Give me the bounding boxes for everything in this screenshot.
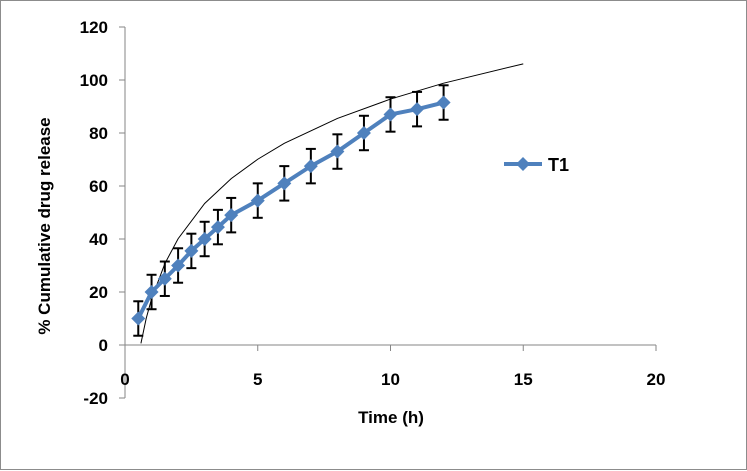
y-tick-labels: -20 0 20 40 60 80 100 120	[80, 18, 108, 408]
x-tick-labels: 0 5 10 15 20	[120, 370, 665, 389]
x-tick-label: 10	[381, 370, 400, 389]
data-point	[303, 159, 318, 174]
series-t1	[131, 84, 451, 337]
y-tick-label: 120	[80, 18, 108, 37]
y-tick-label: 40	[89, 230, 108, 249]
data-point	[330, 144, 345, 159]
log-trendline	[140, 63, 524, 344]
data-point	[171, 258, 186, 273]
trendline	[140, 63, 524, 344]
data-point	[197, 232, 212, 246]
legend-label-t1: T1	[548, 155, 569, 175]
data-point	[383, 107, 398, 122]
data-point	[410, 102, 425, 117]
y-tick-label: 20	[89, 283, 108, 302]
y-tick-label: 100	[80, 71, 108, 90]
x-axis-title: Time (h)	[358, 408, 424, 427]
x-tick-label: 15	[514, 370, 533, 389]
data-point	[250, 193, 265, 208]
y-tick-label: 60	[89, 177, 108, 196]
legend: T1	[504, 155, 569, 175]
x-tick-label: 0	[120, 370, 129, 389]
y-tick-label: 0	[99, 336, 108, 355]
series-line	[136, 100, 445, 320]
data-point	[144, 285, 159, 299]
data-point	[224, 208, 239, 223]
data-point	[210, 220, 225, 235]
data-point	[131, 311, 146, 326]
x-tick-label: 20	[647, 370, 666, 389]
data-point	[277, 176, 292, 191]
y-tick-label: -20	[83, 389, 108, 408]
data-point	[436, 95, 451, 110]
data-point	[356, 126, 371, 140]
y-axis-title: % Cumulative drug release	[35, 117, 54, 334]
data-point	[157, 271, 172, 286]
data-point	[184, 243, 199, 258]
x-tick-label: 5	[253, 370, 262, 389]
y-tick-label: 80	[89, 124, 108, 143]
axes	[119, 26, 657, 399]
legend-marker-t1	[516, 157, 530, 171]
